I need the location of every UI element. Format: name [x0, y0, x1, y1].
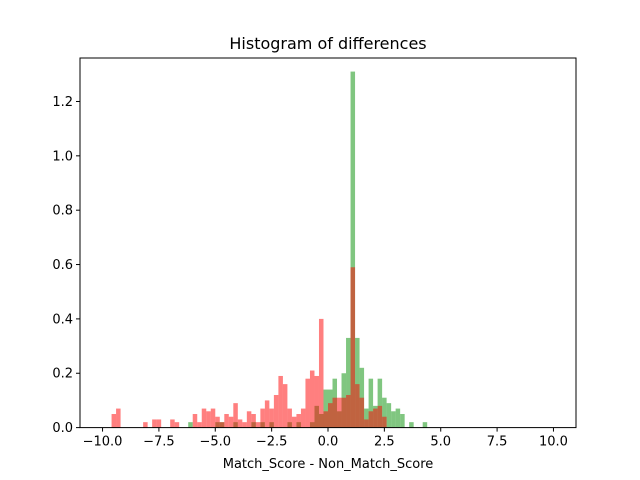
histogram-bar — [350, 71, 356, 428]
histogram-bar — [373, 408, 378, 428]
y-tick-label: 0.0 — [52, 421, 73, 436]
x-tick-label: 10.0 — [539, 435, 568, 450]
x-axis-label: Match_Score - Non_Match_Score — [223, 457, 434, 472]
histogram-bar — [174, 422, 180, 428]
histogram-bar — [269, 408, 274, 428]
bars-layer — [111, 71, 428, 428]
histogram-bar — [364, 408, 369, 428]
histogram-bar — [264, 400, 270, 428]
histogram-bar — [355, 337, 360, 428]
x-tick-label: −7.5 — [143, 435, 175, 450]
histogram-bar — [314, 375, 319, 428]
histogram-bar — [197, 422, 202, 428]
histogram-bar — [201, 408, 207, 428]
histogram-bar — [323, 389, 328, 428]
histogram-bar — [300, 408, 306, 428]
histogram-bar — [400, 414, 405, 428]
histogram-bar — [233, 403, 238, 428]
histogram-bar — [318, 318, 324, 428]
histogram-bar — [346, 337, 351, 428]
histogram-bar — [368, 411, 374, 428]
histogram-bar — [422, 422, 428, 428]
histogram-bar — [328, 403, 333, 428]
histogram-bar — [242, 422, 247, 428]
histogram-bar — [188, 422, 193, 428]
y-tick-label: 0.4 — [52, 312, 73, 327]
histogram-bar — [237, 419, 243, 428]
histogram-bar — [377, 405, 383, 428]
y-axis: 0.0 0.2 0.4 0.6 0.8 1.0 1.2 — [52, 95, 80, 436]
histogram-bar — [332, 397, 338, 428]
histogram-bar — [382, 397, 387, 428]
histogram-bar — [219, 422, 225, 428]
x-tick-label: −10.0 — [83, 435, 123, 450]
histogram-bar — [255, 422, 261, 428]
histogram-bar — [143, 422, 148, 428]
histogram-bar — [210, 408, 216, 428]
histogram-bar — [355, 384, 360, 428]
plot-area — [80, 58, 576, 428]
histogram-bar — [152, 419, 157, 428]
histogram-bar — [282, 384, 288, 428]
histogram-bar — [346, 394, 351, 428]
histogram-bar — [116, 408, 121, 428]
histogram-bar — [350, 267, 356, 428]
x-tick-label: 2.5 — [374, 435, 395, 450]
histogram-bar — [224, 414, 229, 428]
histogram-bar — [341, 397, 347, 428]
histogram-bar — [273, 394, 279, 428]
histogram-bar — [192, 414, 198, 428]
histogram-bar — [364, 419, 369, 428]
histogram-bar — [386, 403, 392, 428]
histogram-bar — [395, 408, 401, 428]
histogram-bar — [305, 378, 310, 428]
histogram-bar — [246, 411, 252, 428]
y-tick-label: 0.2 — [52, 367, 73, 382]
histogram-bar — [359, 397, 365, 428]
histogram-bar — [391, 411, 396, 428]
histogram-bar — [156, 419, 162, 428]
histogram-bar — [296, 414, 301, 428]
x-axis: −10.0 −7.5 −5.0 −2.5 0.0 2.5 5.0 7.5 10.0 — [83, 427, 568, 450]
histogram-bar — [337, 397, 342, 428]
histogram-bar — [368, 378, 374, 428]
histogram-bar — [291, 416, 297, 428]
histogram-bar — [409, 422, 414, 428]
histogram-bar — [215, 416, 220, 428]
histogram-bar — [111, 414, 117, 428]
x-tick-label: −5.0 — [199, 435, 231, 450]
chart-title: Histogram of differences — [229, 34, 426, 53]
histogram-bar — [206, 411, 211, 428]
histogram-bar — [170, 419, 175, 428]
histogram-bar — [278, 375, 283, 428]
histogram-bar — [377, 378, 383, 428]
y-tick-label: 1.0 — [52, 149, 73, 164]
x-tick-label: −2.5 — [256, 435, 288, 450]
x-tick-label: 0.0 — [318, 435, 339, 450]
histogram-bar — [260, 408, 265, 428]
histogram-bar — [287, 408, 292, 428]
y-tick-label: 1.2 — [52, 95, 73, 110]
histogram-bar — [382, 416, 387, 428]
x-tick-label: 7.5 — [487, 435, 508, 450]
histogram-bar — [309, 370, 315, 428]
histogram-bar — [323, 411, 328, 428]
y-tick-label: 0.6 — [52, 258, 73, 273]
histogram-bar — [251, 414, 256, 428]
histogram-bar — [228, 416, 234, 428]
x-tick-label: 5.0 — [430, 435, 451, 450]
y-tick-label: 0.8 — [52, 204, 73, 219]
